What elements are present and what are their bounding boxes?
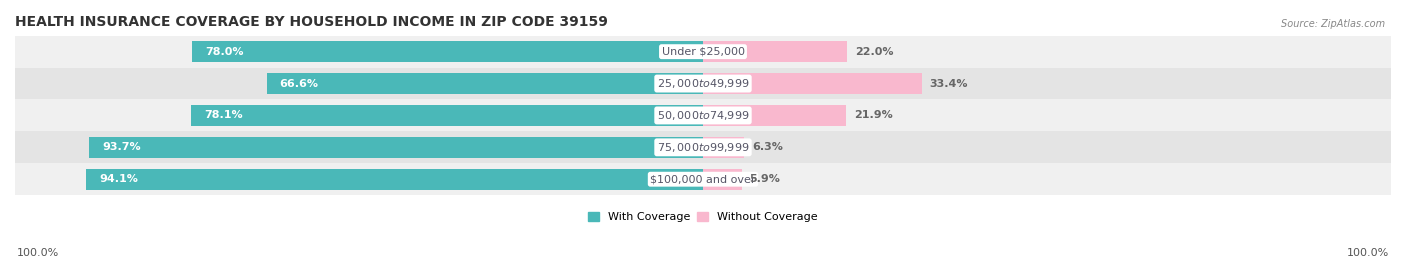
Bar xyxy=(267,73,703,94)
Text: 5.9%: 5.9% xyxy=(749,174,780,184)
Text: $75,000 to $99,999: $75,000 to $99,999 xyxy=(657,141,749,154)
Bar xyxy=(15,68,1391,100)
Bar xyxy=(15,100,1391,131)
Text: 78.0%: 78.0% xyxy=(205,47,243,57)
Bar xyxy=(703,105,846,126)
Text: Under $25,000: Under $25,000 xyxy=(661,47,745,57)
Bar xyxy=(191,41,703,62)
Text: 100.0%: 100.0% xyxy=(1347,248,1389,258)
Text: Source: ZipAtlas.com: Source: ZipAtlas.com xyxy=(1281,19,1385,29)
Bar xyxy=(89,137,703,158)
Bar xyxy=(703,169,741,190)
Bar xyxy=(703,73,922,94)
Text: 93.7%: 93.7% xyxy=(103,142,141,152)
Bar xyxy=(86,169,703,190)
Text: 33.4%: 33.4% xyxy=(929,79,969,89)
Bar xyxy=(15,131,1391,163)
Bar xyxy=(15,36,1391,68)
Bar xyxy=(703,41,848,62)
Legend: With Coverage, Without Coverage: With Coverage, Without Coverage xyxy=(586,210,820,225)
Text: 66.6%: 66.6% xyxy=(280,79,319,89)
Text: $25,000 to $49,999: $25,000 to $49,999 xyxy=(657,77,749,90)
Bar xyxy=(191,105,703,126)
Bar xyxy=(15,163,1391,195)
Text: 78.1%: 78.1% xyxy=(204,111,243,121)
Bar xyxy=(703,137,744,158)
Text: 21.9%: 21.9% xyxy=(855,111,893,121)
Text: $50,000 to $74,999: $50,000 to $74,999 xyxy=(657,109,749,122)
Text: $100,000 and over: $100,000 and over xyxy=(650,174,756,184)
Text: 100.0%: 100.0% xyxy=(17,248,59,258)
Text: 6.3%: 6.3% xyxy=(752,142,783,152)
Text: 94.1%: 94.1% xyxy=(100,174,138,184)
Text: 22.0%: 22.0% xyxy=(855,47,894,57)
Text: HEALTH INSURANCE COVERAGE BY HOUSEHOLD INCOME IN ZIP CODE 39159: HEALTH INSURANCE COVERAGE BY HOUSEHOLD I… xyxy=(15,15,607,29)
